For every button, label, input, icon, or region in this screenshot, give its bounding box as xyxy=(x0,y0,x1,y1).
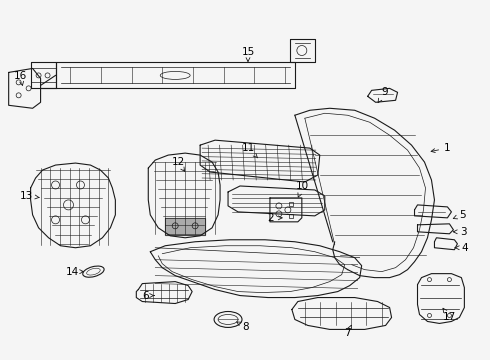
Text: 7: 7 xyxy=(344,325,351,338)
Polygon shape xyxy=(165,218,205,235)
Text: 15: 15 xyxy=(242,48,255,62)
Text: 13: 13 xyxy=(20,191,39,201)
Text: 12: 12 xyxy=(172,157,185,171)
Text: 17: 17 xyxy=(443,308,456,323)
Bar xyxy=(289,202,293,206)
Text: 4: 4 xyxy=(455,243,467,253)
Text: 9: 9 xyxy=(378,87,388,103)
Text: 10: 10 xyxy=(296,181,309,197)
Text: 16: 16 xyxy=(14,71,27,85)
Text: 14: 14 xyxy=(66,267,83,276)
Text: 11: 11 xyxy=(242,143,258,158)
Text: 6: 6 xyxy=(142,291,154,301)
Text: 1: 1 xyxy=(431,143,451,153)
Text: 2: 2 xyxy=(268,213,282,223)
Text: 3: 3 xyxy=(453,227,466,237)
Text: 8: 8 xyxy=(237,322,249,332)
Text: 5: 5 xyxy=(453,210,465,220)
Bar xyxy=(289,214,293,218)
